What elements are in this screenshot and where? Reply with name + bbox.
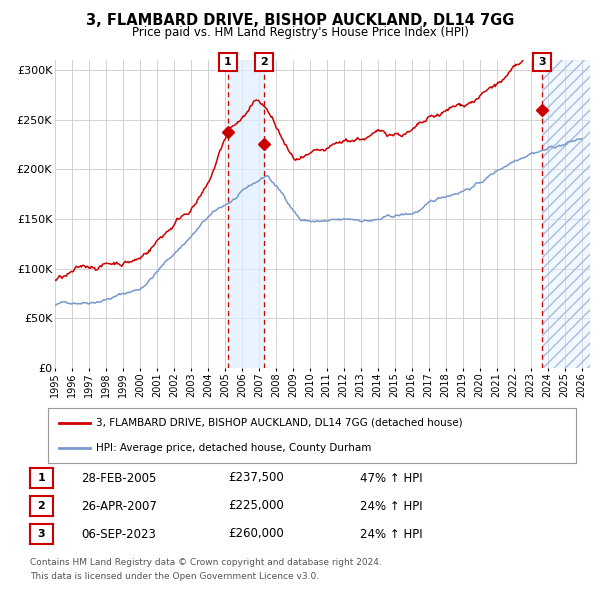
Text: 1: 1 [224, 57, 232, 67]
Text: Price paid vs. HM Land Registry's House Price Index (HPI): Price paid vs. HM Land Registry's House … [131, 26, 469, 39]
Text: £237,500: £237,500 [228, 471, 284, 484]
Text: 26-APR-2007: 26-APR-2007 [81, 500, 157, 513]
Text: 1: 1 [38, 473, 45, 483]
Text: 2: 2 [38, 501, 45, 511]
Text: £225,000: £225,000 [228, 500, 284, 513]
Text: 24% ↑ HPI: 24% ↑ HPI [360, 527, 422, 540]
Text: 3, FLAMBARD DRIVE, BISHOP AUCKLAND, DL14 7GG (detached house): 3, FLAMBARD DRIVE, BISHOP AUCKLAND, DL14… [95, 418, 462, 428]
Text: This data is licensed under the Open Government Licence v3.0.: This data is licensed under the Open Gov… [30, 572, 319, 581]
Text: Contains HM Land Registry data © Crown copyright and database right 2024.: Contains HM Land Registry data © Crown c… [30, 558, 382, 567]
Text: 3: 3 [538, 57, 546, 67]
Text: 3, FLAMBARD DRIVE, BISHOP AUCKLAND, DL14 7GG: 3, FLAMBARD DRIVE, BISHOP AUCKLAND, DL14… [86, 13, 514, 28]
Bar [227, 60, 264, 368]
Bar [542, 60, 590, 368]
Text: 3: 3 [38, 529, 45, 539]
Text: 2: 2 [260, 57, 268, 67]
Text: 24% ↑ HPI: 24% ↑ HPI [360, 500, 422, 513]
Text: 28-FEB-2005: 28-FEB-2005 [81, 471, 157, 484]
Text: 06-SEP-2023: 06-SEP-2023 [81, 527, 156, 540]
Text: 47% ↑ HPI: 47% ↑ HPI [360, 471, 422, 484]
Text: HPI: Average price, detached house, County Durham: HPI: Average price, detached house, Coun… [95, 443, 371, 453]
Text: £260,000: £260,000 [228, 527, 284, 540]
